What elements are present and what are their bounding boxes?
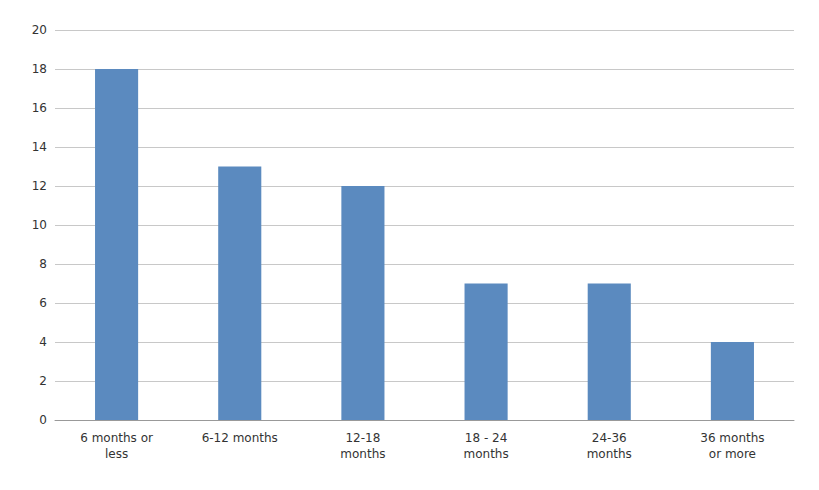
svg-text:36 months: 36 months [700, 431, 764, 445]
svg-text:12: 12 [32, 179, 47, 193]
svg-text:0: 0 [39, 413, 47, 427]
svg-text:months: months [463, 447, 508, 461]
svg-text:8: 8 [39, 257, 47, 271]
svg-text:24-36: 24-36 [592, 431, 627, 445]
svg-text:18 - 24: 18 - 24 [465, 431, 508, 445]
svg-text:months: months [587, 447, 632, 461]
svg-text:6-12 months: 6-12 months [202, 431, 278, 445]
svg-text:6: 6 [39, 296, 47, 310]
svg-text:18: 18 [32, 62, 47, 76]
svg-text:12-18: 12-18 [345, 431, 380, 445]
svg-text:months: months [340, 447, 385, 461]
svg-text:2: 2 [39, 374, 47, 388]
svg-text:4: 4 [39, 335, 47, 349]
svg-text:20: 20 [32, 23, 47, 37]
svg-text:or more: or more [709, 447, 756, 461]
svg-text:14: 14 [32, 140, 47, 154]
svg-text:10: 10 [32, 218, 47, 232]
svg-text:16: 16 [32, 101, 47, 115]
svg-text:less: less [105, 447, 128, 461]
svg-text:6 months or: 6 months or [80, 431, 153, 445]
